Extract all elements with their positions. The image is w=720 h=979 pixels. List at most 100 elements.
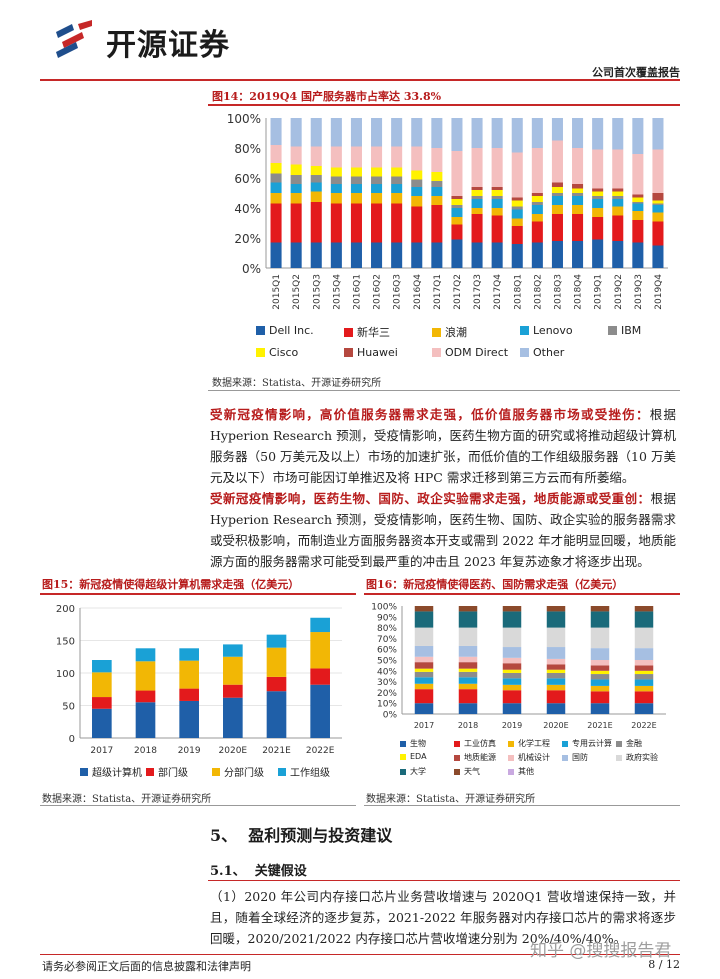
- fig16-source: 数据来源：Statista、开源证券研究所: [366, 794, 536, 805]
- bar-segment: [458, 627, 478, 646]
- section-title: 盈利预测与投资建议: [248, 826, 393, 845]
- bar-segment: [290, 242, 302, 268]
- bar-segment: [431, 205, 443, 243]
- page-number: 8 / 12: [648, 958, 680, 971]
- bar-segment: [546, 703, 566, 714]
- header-divider: [40, 79, 680, 81]
- legend-label: 工作组级: [290, 768, 330, 779]
- bar-segment: [431, 242, 443, 268]
- bar-segment: [431, 187, 443, 196]
- legend-label: 浪潮: [445, 326, 467, 339]
- bar-segment: [266, 691, 287, 738]
- bar-segment: [135, 648, 156, 662]
- x-tick-label: 2019Q4: [654, 274, 664, 310]
- bar-segment: [310, 242, 322, 268]
- bar-segment: [179, 700, 199, 738]
- bar-segment: [590, 685, 610, 692]
- bar-segment: [502, 627, 522, 648]
- bar-segment: [572, 214, 584, 241]
- bar-segment: [391, 118, 403, 147]
- y-tick-label: 50: [62, 702, 75, 713]
- bar-segment: [572, 193, 584, 196]
- bar-segment: [491, 242, 503, 268]
- paragraph-key-assumption-1: （1）2020 年公司内存接口芯片业务营收增速与 2020Q1 营收增速保持一致…: [210, 889, 676, 946]
- bar-segment: [391, 193, 403, 204]
- bar-segment: [634, 611, 654, 628]
- bar-segment: [414, 677, 434, 684]
- bar-segment: [411, 206, 423, 243]
- bar-segment: [310, 668, 330, 685]
- fig15-source: 数据来源：Statista、开源证券研究所: [42, 794, 212, 805]
- legend-label: 政府实验: [626, 753, 658, 762]
- bar-segment: [546, 647, 566, 659]
- bar-segment: [590, 648, 610, 660]
- bar-segment: [551, 182, 563, 187]
- bar-segment: [491, 196, 503, 199]
- bar-segment: [223, 656, 243, 685]
- bar-segment: [502, 690, 522, 704]
- y-tick-label: 0: [69, 734, 75, 745]
- legend-item: 部门级: [146, 764, 188, 779]
- legend-item: 新华三: [344, 324, 390, 340]
- bar-segment: [391, 176, 403, 184]
- bar-segment: [350, 242, 362, 268]
- legend-item: 金融: [616, 738, 642, 749]
- bar-segment: [592, 199, 604, 208]
- legend-swatch: [432, 327, 441, 337]
- fig15-title: 图15：新冠疫情使得超级计算机需求走强（亿美元）: [42, 578, 300, 591]
- bar-segment: [612, 199, 624, 207]
- y-tick-label: 30%: [377, 678, 397, 688]
- x-tick-label: 2017Q1: [433, 274, 443, 310]
- bar-segment: [223, 644, 243, 657]
- legend-item: 国防: [562, 752, 588, 763]
- legend-label: 分部门级: [224, 768, 264, 779]
- bar-segment: [290, 193, 302, 204]
- bar-segment: [458, 645, 478, 657]
- bar-segment: [612, 196, 624, 199]
- legend-swatch: [616, 754, 622, 761]
- bar-segment: [471, 208, 483, 214]
- x-tick-label: 2021E: [262, 746, 291, 756]
- legend-label: Other: [533, 346, 565, 359]
- bar-segment: [531, 148, 543, 193]
- bar-segment: [310, 617, 330, 633]
- x-tick-label: 2022E: [631, 721, 656, 730]
- legend-label: 化学工程: [518, 739, 550, 748]
- bar-segment: [590, 665, 610, 671]
- y-tick-label: 90%: [377, 613, 397, 623]
- x-tick-label: 2017Q2: [453, 274, 463, 310]
- bar-segment: [371, 193, 383, 204]
- bar-segment: [414, 683, 434, 690]
- bar-segment: [546, 627, 566, 648]
- bar-segment: [458, 703, 478, 714]
- fig14-title-divider: [208, 104, 680, 106]
- bar-segment: [502, 657, 522, 664]
- bar-segment: [471, 148, 483, 187]
- bar-segment: [572, 188, 584, 193]
- fig15-source-divider: [40, 805, 356, 806]
- bar-segment: [634, 685, 654, 692]
- bar-segment: [634, 691, 654, 704]
- bar-segment: [592, 196, 604, 199]
- x-tick-label: 2019Q3: [634, 274, 644, 310]
- legend-label: 地质能源: [464, 753, 496, 762]
- legend-label: 其他: [518, 767, 534, 776]
- bar-segment: [592, 217, 604, 240]
- bar-segment: [411, 179, 423, 187]
- bar-segment: [590, 660, 610, 666]
- bar-segment: [310, 191, 322, 202]
- legend-item: 地质能源: [454, 752, 496, 763]
- bar-segment: [414, 671, 434, 678]
- bar-segment: [572, 148, 584, 184]
- x-tick-label: 2018Q3: [553, 274, 563, 310]
- bar-segment: [592, 239, 604, 268]
- y-tick-label: 100%: [371, 603, 397, 613]
- y-tick-label: 20%: [234, 232, 261, 246]
- bar-segment: [612, 188, 624, 192]
- bar-segment: [471, 118, 483, 148]
- bar-segment: [511, 197, 523, 201]
- bar-segment: [592, 208, 604, 217]
- bar-segment: [270, 163, 282, 174]
- legend-swatch: [344, 348, 353, 357]
- bar-segment: [572, 118, 584, 148]
